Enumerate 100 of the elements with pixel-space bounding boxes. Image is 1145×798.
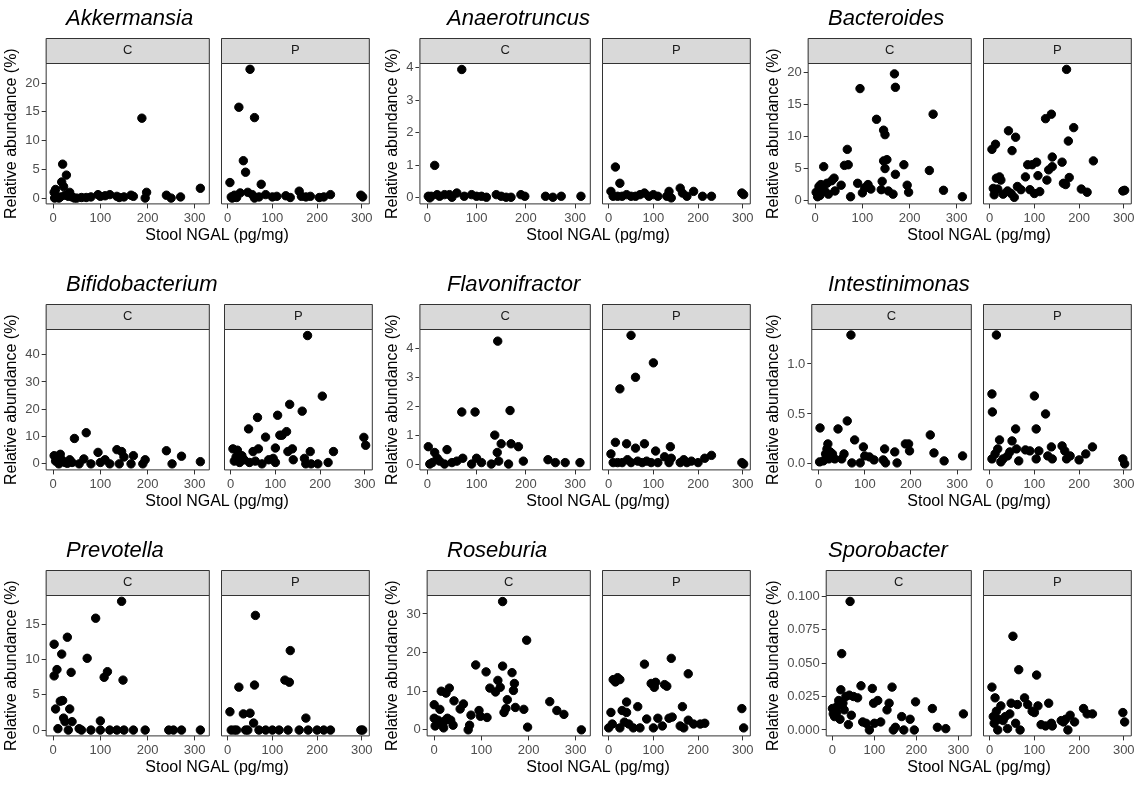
x-tick-label: 300	[945, 209, 968, 225]
chart-title: Intestinimonas	[827, 270, 971, 298]
x-axis-title: Stool NGAL (pg/mg)	[525, 758, 671, 776]
chart-title: Bifidobacterium	[65, 270, 218, 298]
y-tick-label: 0.025	[787, 688, 820, 704]
x-tick-label: 100	[1023, 741, 1046, 757]
x-tick-label: 100	[1023, 475, 1046, 491]
y-tick-label: 3	[406, 368, 414, 384]
x-tick-label: 200	[306, 741, 328, 757]
y-axis-title: Relative abundance (%)	[383, 580, 401, 752]
x-tick-label: 100	[261, 741, 284, 757]
chart-subtitle: C	[123, 42, 133, 58]
y-tick-label: 10	[25, 132, 40, 148]
x-tick-label: 100	[863, 741, 886, 757]
x-tick-label: 200	[687, 741, 709, 757]
y-tick-label: 20	[787, 64, 802, 80]
x-tick-label: 100	[642, 741, 665, 757]
y-tick-label: 20	[25, 74, 40, 90]
chart-subtitle: P	[1053, 42, 1062, 58]
y-axis-title: Relative abundance (%)	[764, 314, 782, 486]
x-tick-label: 200	[687, 209, 709, 225]
x-axis-title: Stool NGAL (pg/mg)	[144, 758, 290, 776]
x-tick-label: 300	[731, 475, 754, 491]
x-tick-label: 100	[261, 209, 284, 225]
x-tick-label: 200	[136, 741, 159, 757]
y-tick-label: 1	[406, 426, 414, 442]
y-tick-label: 1	[406, 156, 414, 172]
x-tick-label: 0	[605, 209, 613, 225]
x-tick-label: 0	[49, 475, 57, 491]
x-tick-label: 100	[642, 209, 665, 225]
y-tick-label: 5	[32, 160, 40, 176]
chart-subtitle: P	[293, 308, 303, 324]
x-tick-label: 0	[49, 209, 57, 225]
x-tick-label: 300	[183, 741, 206, 757]
x-tick-label: 200	[898, 209, 921, 225]
y-tick-label: 2	[406, 397, 414, 413]
y-tick-label: 1.0	[787, 355, 806, 371]
x-tick-label: 0	[224, 741, 232, 757]
chart-subtitle: P	[672, 574, 681, 590]
x-tick-label: 100	[465, 209, 488, 225]
x-tick-label: 0	[828, 741, 837, 757]
x-tick-label: 300	[350, 209, 373, 225]
x-axis-title: Stool NGAL (pg/mg)	[525, 226, 671, 244]
x-tick-label: 100	[853, 475, 876, 491]
x-tick-label: 200	[514, 209, 537, 225]
x-tick-label: 200	[136, 209, 159, 225]
y-tick-label: 5	[32, 686, 40, 702]
y-axis-title: Relative abundance (%)	[383, 314, 401, 486]
y-axis-title: Relative abundance (%)	[2, 580, 20, 752]
y-tick-label: 3	[406, 91, 414, 107]
x-tick-label: 100	[89, 475, 112, 491]
chart-title: Sporobacter	[827, 536, 950, 564]
x-tick-label: 200	[905, 741, 928, 757]
x-tick-label: 200	[1068, 209, 1090, 225]
x-tick-label: 300	[564, 741, 587, 757]
y-tick-label: 0.5	[787, 405, 806, 421]
x-tick-label: 200	[517, 741, 540, 757]
y-axis-title: Relative abundance (%)	[2, 314, 20, 486]
x-tick-label: 0	[986, 741, 994, 757]
x-tick-label: 0	[49, 741, 57, 757]
x-tick-label: 0	[430, 741, 438, 757]
chart-title: Anaerotruncus	[445, 4, 592, 32]
x-tick-label: 300	[731, 209, 754, 225]
x-tick-label: 200	[1068, 741, 1090, 757]
x-tick-label: 200	[1068, 475, 1090, 491]
x-tick-label: 300	[183, 209, 206, 225]
x-tick-label: 100	[470, 741, 493, 757]
x-tick-label: 0	[224, 209, 232, 225]
x-tick-label: 300	[947, 741, 970, 757]
y-tick-label: 20	[25, 400, 40, 416]
chart-title: Roseburia	[446, 536, 549, 564]
chart-subtitle: C	[885, 42, 895, 58]
x-tick-label: 200	[687, 475, 709, 491]
chart-subtitle: C	[500, 308, 510, 324]
chart-subtitle: P	[672, 42, 681, 58]
x-tick-label: 200	[306, 209, 328, 225]
y-tick-label: 0.075	[787, 621, 820, 637]
y-tick-label: 4	[406, 59, 414, 75]
y-tick-label: 10	[406, 682, 421, 698]
y-tick-label: 0	[794, 192, 802, 208]
y-axis-title: Relative abundance (%)	[764, 580, 782, 752]
y-tick-label: 0.0	[787, 455, 806, 471]
x-axis-title: Stool NGAL (pg/mg)	[525, 492, 671, 510]
x-axis-title: Stool NGAL (pg/mg)	[906, 226, 1052, 244]
x-tick-label: 200	[136, 475, 159, 491]
x-tick-label: 300	[183, 475, 206, 491]
x-tick-label: 300	[946, 475, 968, 491]
chart-subtitle: C	[886, 308, 897, 324]
x-tick-label: 0	[986, 475, 994, 491]
x-tick-label: 100	[89, 209, 112, 225]
y-tick-label: 0.050	[787, 654, 820, 670]
y-tick-label: 0.100	[787, 587, 820, 603]
x-tick-label: 0	[605, 475, 613, 491]
chart-subtitle: C	[123, 308, 133, 324]
x-tick-label: 200	[308, 475, 331, 491]
y-tick-label: 0	[413, 721, 421, 737]
x-tick-label: 200	[900, 475, 922, 491]
x-tick-label: 100	[642, 475, 665, 491]
x-tick-label: 300	[1112, 475, 1135, 491]
x-axis-title: Stool NGAL (pg/mg)	[906, 492, 1052, 510]
